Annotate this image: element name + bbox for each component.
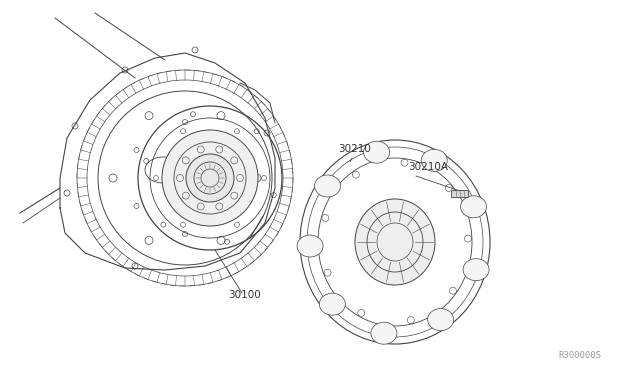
Ellipse shape	[364, 141, 390, 163]
Text: 30210A: 30210A	[408, 162, 448, 172]
Circle shape	[162, 130, 258, 226]
Text: R300000S: R300000S	[559, 350, 602, 359]
Ellipse shape	[461, 196, 486, 218]
Circle shape	[186, 154, 234, 202]
Ellipse shape	[319, 293, 346, 315]
Ellipse shape	[297, 235, 323, 257]
Ellipse shape	[315, 175, 340, 197]
Ellipse shape	[355, 199, 435, 285]
Ellipse shape	[428, 309, 454, 331]
Ellipse shape	[463, 259, 489, 280]
FancyBboxPatch shape	[451, 190, 468, 198]
Text: 30100: 30100	[228, 290, 260, 300]
Text: 30210: 30210	[338, 144, 371, 154]
Ellipse shape	[371, 322, 397, 344]
Ellipse shape	[421, 150, 447, 171]
